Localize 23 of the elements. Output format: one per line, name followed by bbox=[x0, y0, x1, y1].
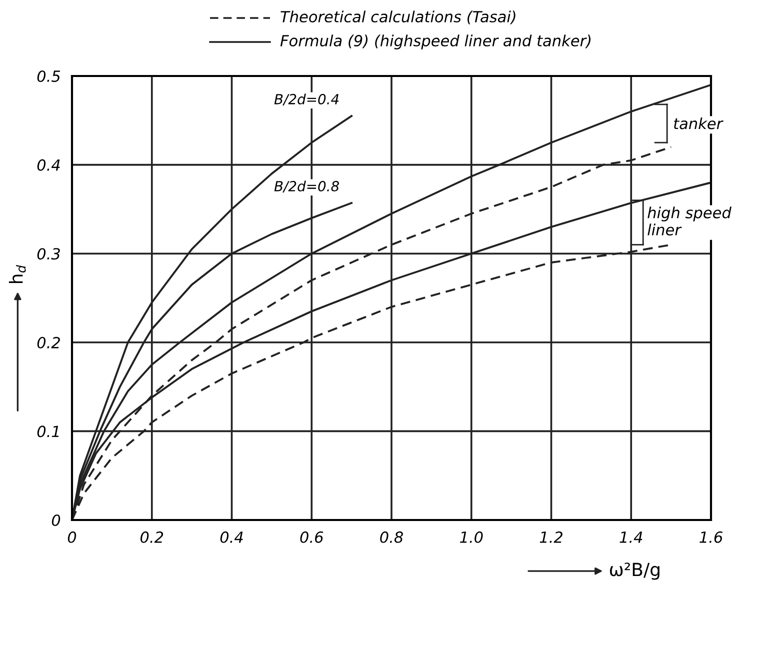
y-tick-label: 0 bbox=[52, 514, 60, 526]
x-tick-label: 1.6 bbox=[700, 531, 722, 543]
x-tick-label: 0 bbox=[68, 531, 76, 543]
x-tick-label: 0.2 bbox=[140, 531, 164, 543]
series-label: B/2d=0.8 bbox=[274, 180, 339, 193]
x-axis-title: ω²B/g bbox=[610, 562, 660, 580]
x-tick-label: 1.2 bbox=[540, 531, 562, 543]
y-tick-label: 0.3 bbox=[37, 248, 60, 260]
y-axis-title: h$_{d}$ bbox=[8, 264, 26, 284]
y-tick-label: 0.2 bbox=[37, 336, 60, 348]
y-tick-label: 0.1 bbox=[37, 426, 59, 438]
text: Formula (9) (highspeed liner and tanker) bbox=[280, 34, 590, 50]
series-label: B/2d=0.4 bbox=[274, 94, 339, 106]
x-tick-label: 1.4 bbox=[620, 532, 642, 543]
text: Theoretical calculations (Tasai) bbox=[280, 10, 516, 24]
x-tick-label: 0.4 bbox=[220, 531, 243, 543]
x-tick-label: 0.6 bbox=[300, 531, 324, 543]
x-tick-label: 0.8 bbox=[380, 531, 403, 543]
y-tick-label: 0.4 bbox=[37, 159, 60, 171]
y-tick-label: 0.5 bbox=[37, 70, 60, 82]
x-tick-label: 1.0 bbox=[460, 531, 483, 543]
annotation: high speed liner bbox=[648, 206, 732, 236]
annotation: tanker bbox=[674, 117, 724, 130]
